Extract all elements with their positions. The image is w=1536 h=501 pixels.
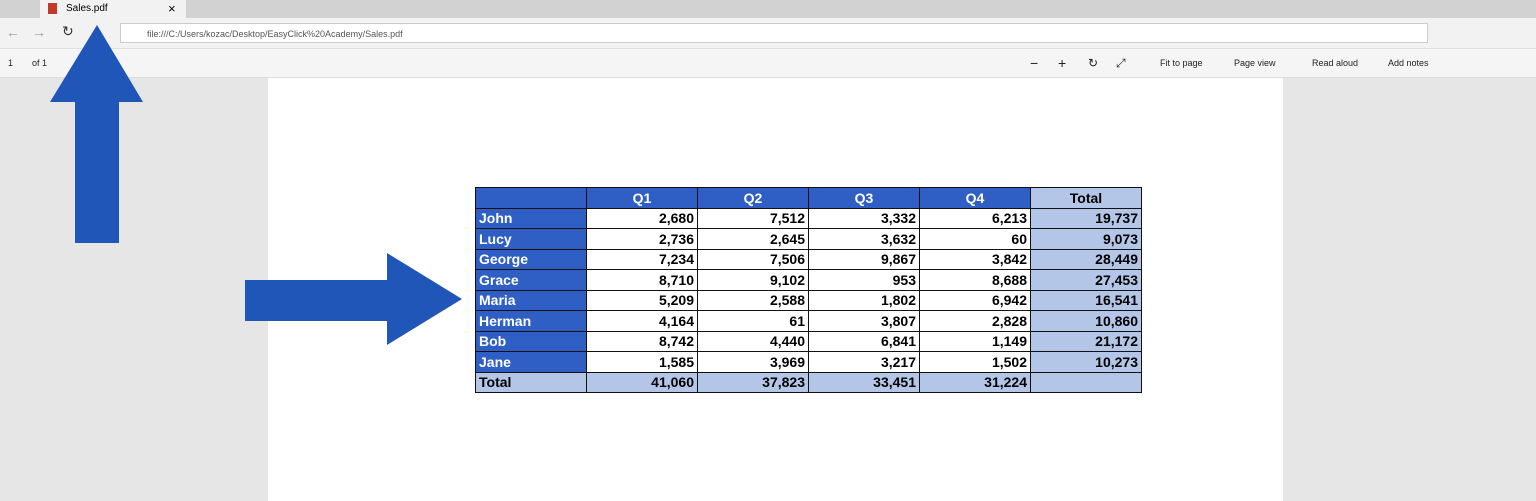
row-name: Lucy bbox=[475, 228, 587, 250]
row-name: Bob bbox=[475, 330, 587, 352]
column-total: 41,060 bbox=[586, 371, 698, 393]
data-row: John 2,680 7,512 3,332 6,213 19,737 bbox=[475, 207, 1142, 229]
data-row: Herman 4,164 61 3,807 2,828 10,860 bbox=[475, 310, 1142, 332]
column-total: 31,224 bbox=[919, 371, 1031, 393]
column-total: 37,823 bbox=[697, 371, 809, 393]
cell: 3,807 bbox=[808, 310, 920, 332]
column-total: 33,451 bbox=[808, 371, 920, 393]
header-row: Q1 Q2 Q3 Q4 Total bbox=[475, 187, 1142, 209]
data-row: Maria 5,209 2,588 1,802 6,942 16,541 bbox=[475, 289, 1142, 311]
column-header: Total bbox=[1030, 187, 1142, 209]
cell: 953 bbox=[808, 269, 920, 291]
column-header: Q4 bbox=[919, 187, 1031, 209]
row-name: Maria bbox=[475, 289, 587, 311]
cell: 3,632 bbox=[808, 228, 920, 250]
cell: 1,502 bbox=[919, 351, 1031, 373]
cell: 2,736 bbox=[586, 228, 698, 250]
cell: 5,209 bbox=[586, 289, 698, 311]
total-row: Total 41,060 37,823 33,451 31,224 bbox=[475, 371, 1142, 393]
cell: 6,841 bbox=[808, 330, 920, 352]
cell: 4,440 bbox=[697, 330, 809, 352]
address-bar[interactable]: file:///C:/Users/kozac/Desktop/EasyClick… bbox=[120, 23, 1428, 43]
cell: 8,688 bbox=[919, 269, 1031, 291]
cell: 3,842 bbox=[919, 248, 1031, 270]
page-count: of 1 bbox=[32, 58, 48, 68]
row-name: John bbox=[475, 207, 587, 229]
cell: 2,828 bbox=[919, 310, 1031, 332]
data-row: Grace 8,710 9,102 953 8,688 27,453 bbox=[475, 269, 1142, 291]
tab-title: Sales.pdf bbox=[66, 3, 108, 14]
cell: 2,680 bbox=[586, 207, 698, 229]
cell: 9,102 bbox=[697, 269, 809, 291]
data-row: Jane 1,585 3,969 3,217 1,502 10,273 bbox=[475, 351, 1142, 373]
cell: 7,234 bbox=[586, 248, 698, 270]
cell: 3,217 bbox=[808, 351, 920, 373]
total-label: Total bbox=[475, 371, 587, 393]
tab[interactable]: Sales.pdf × bbox=[40, 0, 186, 18]
row-total: 10,273 bbox=[1030, 351, 1142, 373]
cell: 1,802 bbox=[808, 289, 920, 311]
cell: 8,710 bbox=[586, 269, 698, 291]
row-name: Jane bbox=[475, 351, 587, 373]
cell: 3,332 bbox=[808, 207, 920, 229]
page-number[interactable]: 1 bbox=[8, 58, 14, 68]
data-row: Lucy 2,736 2,645 3,632 60 9,073 bbox=[475, 228, 1142, 250]
cell: 4,164 bbox=[586, 310, 698, 332]
cell: 2,588 bbox=[697, 289, 809, 311]
column-header: Q3 bbox=[808, 187, 920, 209]
cell: 60 bbox=[919, 228, 1031, 250]
pdf-toolbar: 1 of 1 − + ↻ ⤢ Fit to page Page view Rea… bbox=[0, 49, 1536, 78]
row-total: 19,737 bbox=[1030, 207, 1142, 229]
row-total: 28,449 bbox=[1030, 248, 1142, 270]
cell: 1,585 bbox=[586, 351, 698, 373]
row-total: 27,453 bbox=[1030, 269, 1142, 291]
cell: 9,867 bbox=[808, 248, 920, 270]
cell: 3,969 bbox=[697, 351, 809, 373]
cell: 7,506 bbox=[697, 248, 809, 270]
row-name: Grace bbox=[475, 269, 587, 291]
row-total: 9,073 bbox=[1030, 228, 1142, 250]
cell: 8,742 bbox=[586, 330, 698, 352]
row-total: 16,541 bbox=[1030, 289, 1142, 311]
row-name: George bbox=[475, 248, 587, 270]
cell: 6,942 bbox=[919, 289, 1031, 311]
cell: 61 bbox=[697, 310, 809, 332]
cell: 1,149 bbox=[919, 330, 1031, 352]
column-header: Q2 bbox=[697, 187, 809, 209]
empty-cell bbox=[1030, 371, 1142, 393]
column-header: Q1 bbox=[586, 187, 698, 209]
read-aloud[interactable]: Read aloud bbox=[1312, 58, 1359, 68]
cell: 6,213 bbox=[919, 207, 1031, 229]
data-row: Bob 8,742 4,440 6,841 1,149 21,172 bbox=[475, 330, 1142, 352]
row-total: 21,172 bbox=[1030, 330, 1142, 352]
fit-to-page[interactable]: Fit to page bbox=[1160, 58, 1203, 68]
corner-cell bbox=[475, 187, 587, 209]
row-total: 10,860 bbox=[1030, 310, 1142, 332]
row-name: Herman bbox=[475, 310, 587, 332]
cell: 7,512 bbox=[697, 207, 809, 229]
cell: 2,645 bbox=[697, 228, 809, 250]
page-view[interactable]: Page view bbox=[1234, 58, 1276, 68]
add-notes[interactable]: Add notes bbox=[1388, 58, 1429, 68]
sales-table: Q1 Q2 Q3 Q4 Total John 2,680 7,512 3,332 6,213 19,… bbox=[475, 187, 1142, 393]
tab-bar bbox=[0, 0, 1536, 18]
data-row: George 7,234 7,506 9,867 3,842 28,449 bbox=[475, 248, 1142, 270]
